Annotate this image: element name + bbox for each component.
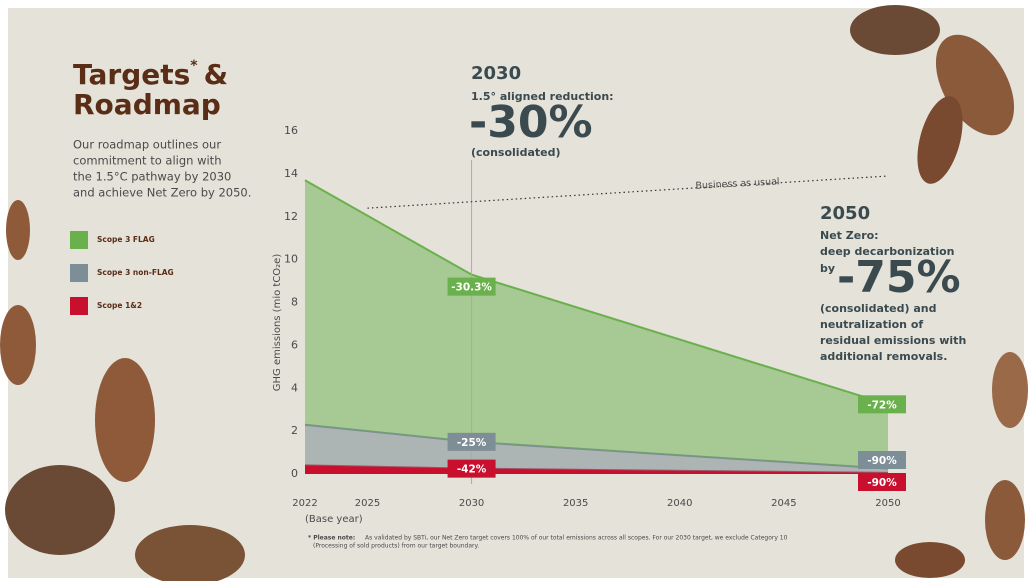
legend-label: Scope 1&2 — [97, 301, 142, 310]
x-tick-label: 2045 — [771, 498, 796, 509]
target-text: neutralization of — [820, 318, 923, 331]
y-tick-label: 14 — [284, 167, 298, 180]
reduction-label: -25% — [457, 437, 487, 449]
intro-line: the 1.5°C pathway by 2030 — [73, 170, 231, 184]
title-word: Targets — [73, 58, 190, 91]
x-tick-label: 2035 — [563, 498, 588, 509]
y-tick-label: 4 — [291, 381, 298, 394]
reduction-label: -90% — [867, 455, 897, 467]
legend-swatch — [70, 264, 88, 282]
target-text: additional removals. — [820, 350, 947, 363]
reduction-label: -90% — [867, 477, 897, 489]
target-text: residual emissions with — [820, 334, 966, 347]
bean — [5, 465, 115, 555]
intro-line: and achieve Net Zero by 2050. — [73, 186, 251, 200]
target-value: -30% — [469, 97, 593, 148]
bean — [95, 358, 155, 482]
reduction-label: -72% — [867, 399, 897, 411]
title-amp: & — [204, 58, 228, 91]
target-text: Net Zero: — [820, 229, 879, 242]
footnote: As validated by SBTi, our Net Zero targe… — [365, 535, 788, 542]
x-tick-label: 2022 — [292, 498, 317, 509]
chart: Targets*& Roadmap Our roadmap outlines o… — [0, 0, 1028, 581]
footnote-label: * Please note: — [308, 535, 355, 542]
reduction-label: -30.3% — [451, 282, 492, 294]
target-text: by — [820, 262, 835, 275]
bean — [985, 480, 1025, 560]
target-value: -75% — [837, 252, 961, 303]
target-text: (consolidated) and — [820, 302, 936, 315]
bean — [895, 542, 965, 578]
x-tick-label: 2025 — [355, 498, 380, 509]
y-tick-label: 16 — [284, 124, 298, 137]
bean — [992, 352, 1028, 428]
x-tick-label: 2030 — [459, 498, 484, 509]
target-year: 2050 — [820, 203, 870, 224]
y-tick-label: 10 — [284, 253, 298, 266]
reduction-label: -42% — [457, 464, 487, 476]
legend-swatch — [70, 231, 88, 249]
x-tick-label: 2040 — [667, 498, 692, 509]
legend-label: Scope 3 non-FLAG — [97, 268, 174, 277]
x-tick-note: (Base year) — [305, 514, 363, 525]
footnote: (Processing of sold products) from our t… — [313, 543, 479, 550]
title: Roadmap — [73, 88, 221, 121]
legend-swatch — [70, 297, 88, 315]
target-year: 2030 — [471, 63, 521, 84]
intro-line: commitment to align with — [73, 154, 221, 168]
bean — [850, 5, 940, 55]
bean — [0, 305, 36, 385]
legend-label: Scope 3 FLAG — [97, 235, 155, 244]
intro-line: Our roadmap outlines our — [73, 138, 221, 152]
title: Targets*& — [73, 58, 228, 91]
y-tick-label: 2 — [291, 424, 298, 437]
y-axis-label: GHG emissions (mio tCO₂e) — [272, 254, 283, 392]
x-tick-label: 2050 — [875, 498, 900, 509]
title-note: * — [190, 58, 198, 74]
bean — [6, 200, 30, 260]
y-tick-label: 8 — [291, 296, 298, 309]
y-tick-label: 0 — [291, 467, 298, 480]
y-tick-label: 6 — [291, 338, 298, 351]
target-note: (consolidated) — [471, 146, 561, 159]
page: Targets*& Roadmap Our roadmap outlines o… — [0, 0, 1028, 581]
y-tick-label: 12 — [284, 210, 298, 223]
